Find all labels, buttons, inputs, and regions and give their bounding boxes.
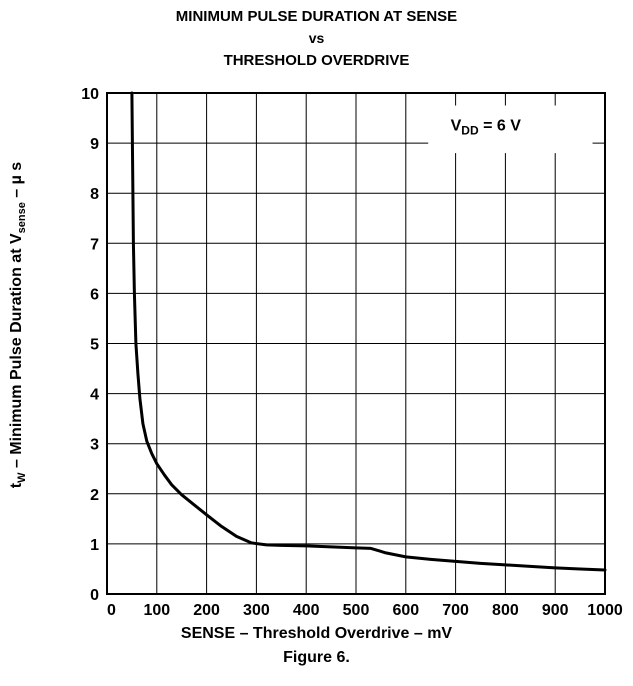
x-tick-label: 500 [343, 602, 370, 619]
grid-lines [106, 92, 606, 595]
x-tick-label: 1000 [587, 602, 623, 619]
series-line [130, 91, 607, 572]
y-tick-label: 0 [90, 587, 99, 604]
y-tick-label: 4 [90, 387, 99, 404]
x-tick-label: 900 [542, 602, 569, 619]
x-tick-label: 800 [492, 602, 519, 619]
y-tick-label: 8 [90, 186, 99, 203]
y-tick-label: 5 [90, 337, 99, 354]
x-tick-label: 100 [143, 602, 170, 619]
y-tick-labels: 0 1 2 3 4 5 6 7 8 9 10 [81, 86, 99, 604]
x-tick-label: 700 [442, 602, 469, 619]
vdd-annotation-sub: DD [461, 124, 479, 138]
x-tick-label: 200 [193, 602, 220, 619]
y-tick-label: 9 [90, 136, 99, 153]
x-tick-label: 0 [107, 602, 116, 619]
plot-frame [106, 92, 606, 595]
x-axis-label: SENSE – Threshold Overdrive – mV [180, 625, 453, 642]
chart-title-line-2: THRESHOLD OVERDRIVE [223, 52, 410, 69]
y-tick-label: 10 [81, 86, 99, 103]
chart-title: MINIMUM PULSE DURATION AT SENSE [175, 8, 458, 25]
y-tick-label: 3 [90, 437, 99, 454]
chart-subtitle: vs [308, 30, 325, 46]
x-tick-label: 600 [392, 602, 419, 619]
y-tick-label: 6 [90, 286, 99, 303]
x-tick-labels: 0 100 200 300 400 500 600 700 800 900 1000 [107, 602, 623, 619]
y-tick-label: 7 [90, 236, 99, 253]
vdd-annotation-rest: = 6 V [479, 118, 522, 135]
y-tick-label: 1 [90, 537, 99, 554]
figure-caption: Figure 6. [283, 649, 350, 666]
vdd-annotation-main: V [451, 118, 462, 135]
annotation-background [428, 105, 593, 154]
y-tick-label: 2 [90, 487, 99, 504]
vdd-annotation: VDD = 6 V [451, 118, 522, 138]
x-tick-label: 400 [293, 602, 320, 619]
x-tick-label: 300 [243, 602, 270, 619]
